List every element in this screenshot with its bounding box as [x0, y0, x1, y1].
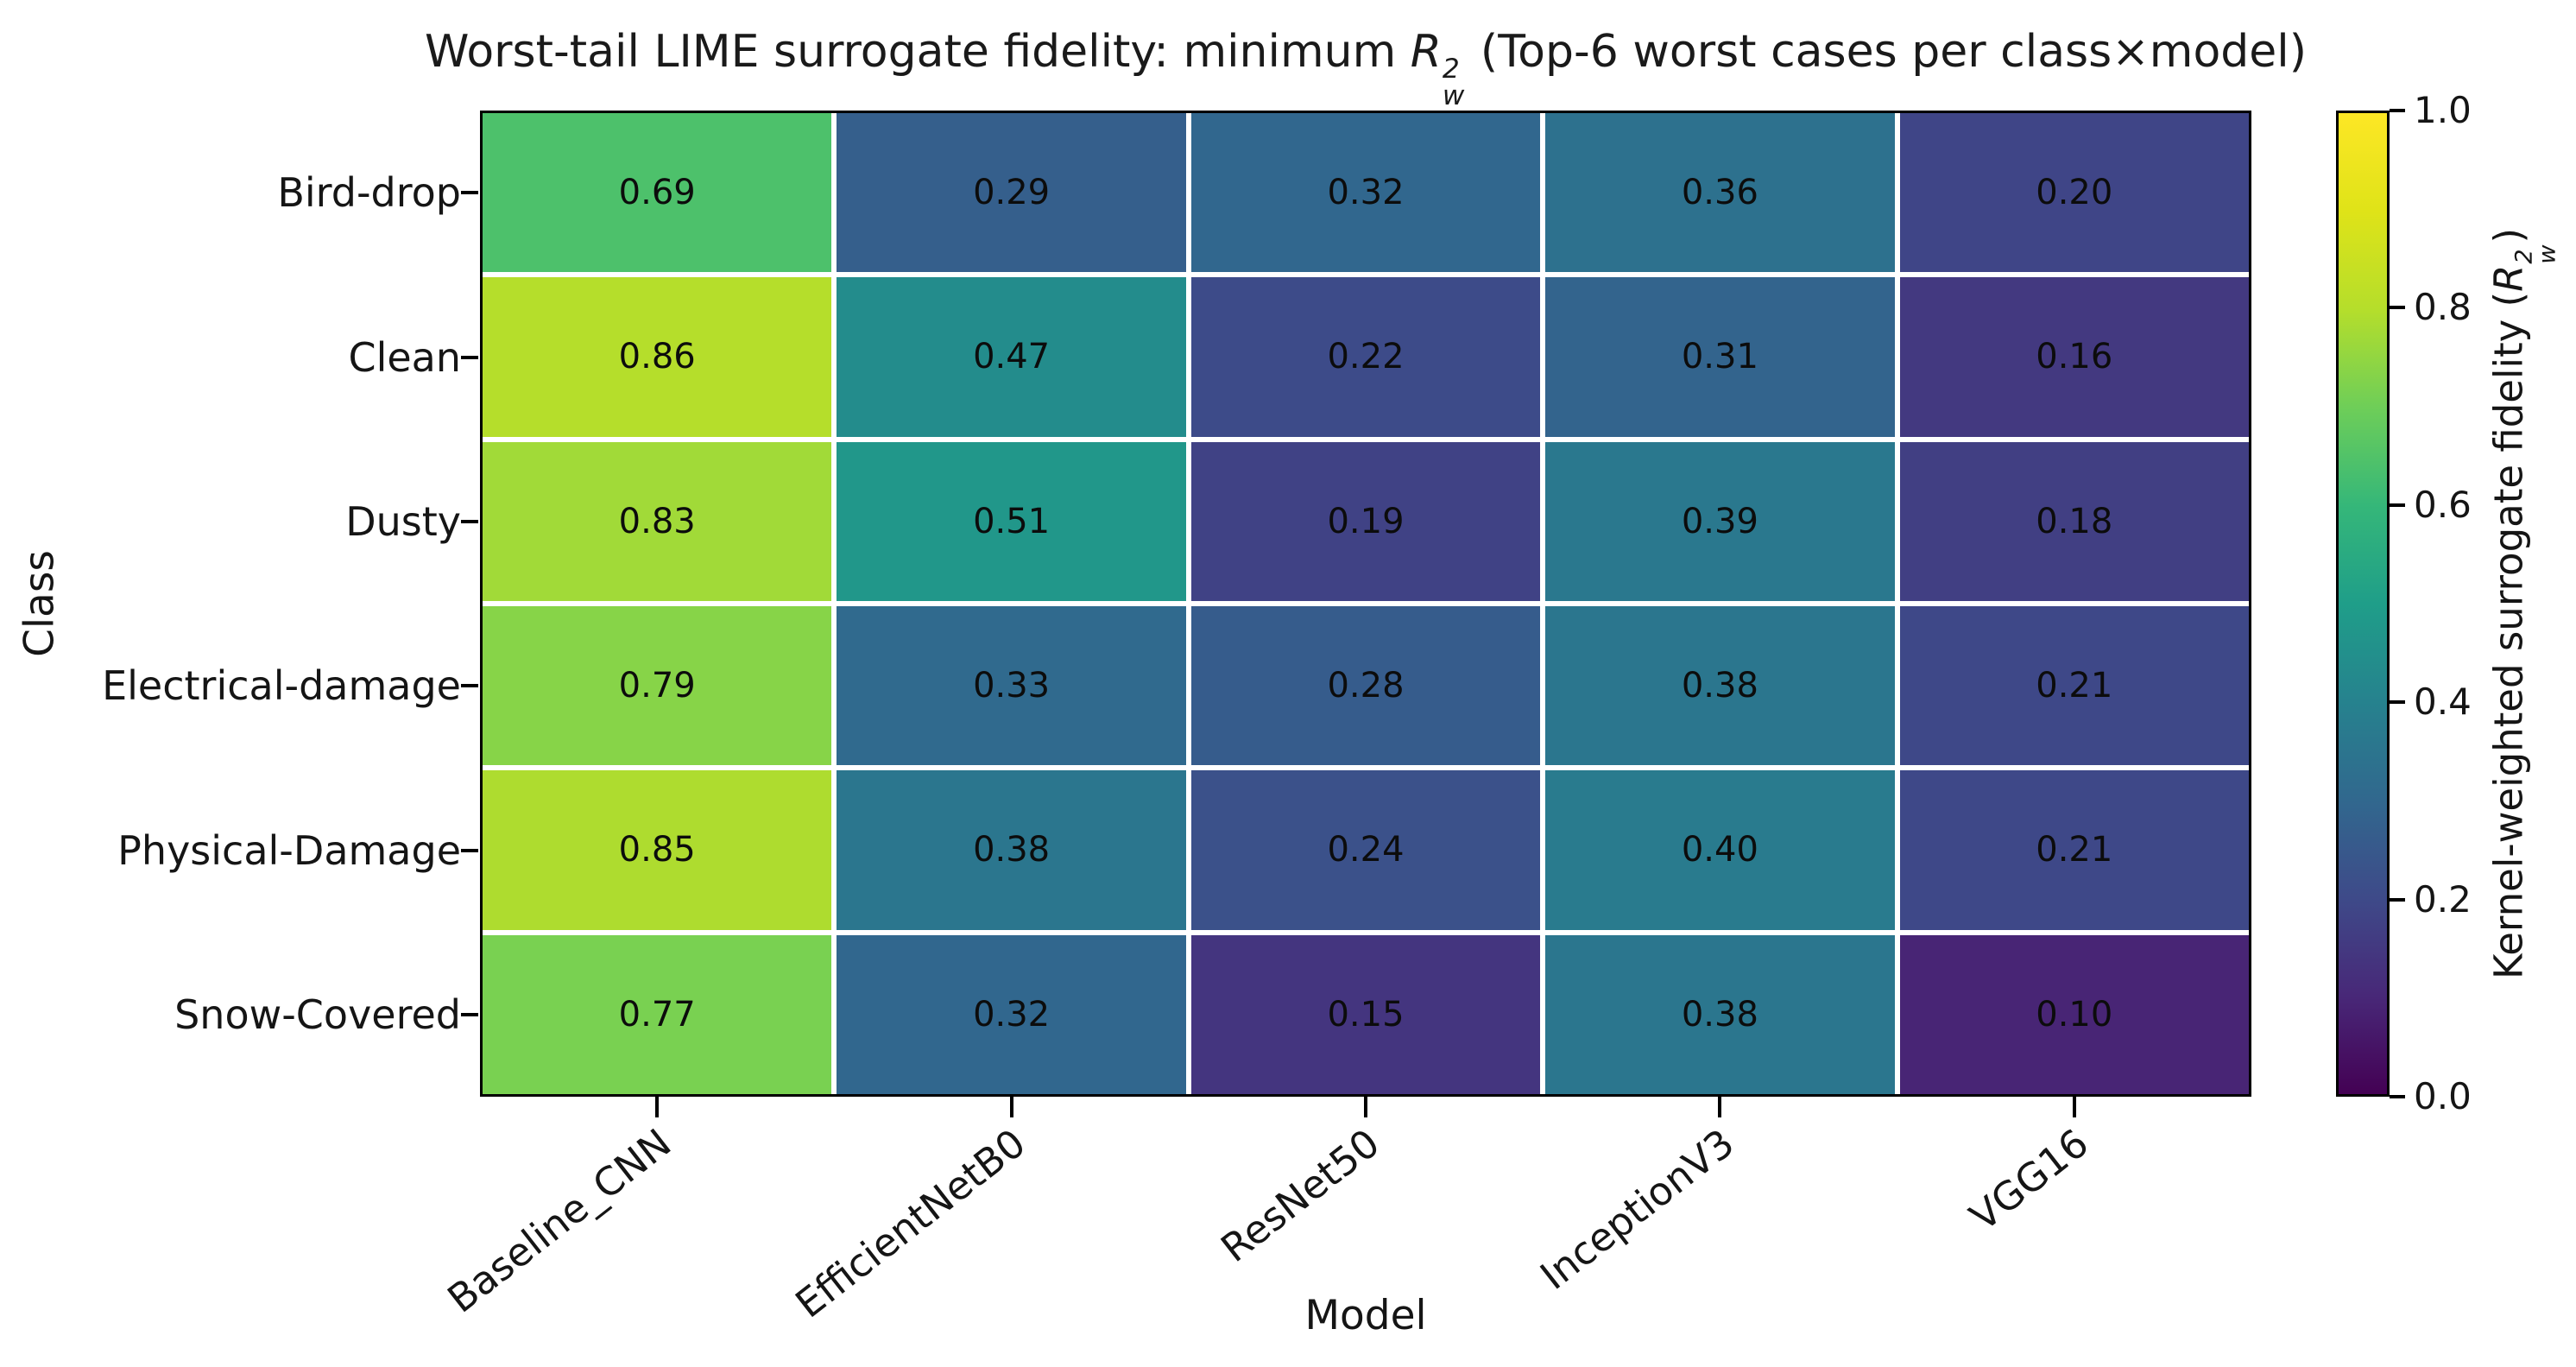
y-tick-mark	[461, 848, 478, 852]
chart-title-suffix: (Top-6 worst cases per class×model)	[1466, 26, 2308, 78]
heatmap-cell: 0.38	[1545, 605, 1895, 766]
y-tick-label: Bird-drop	[277, 169, 461, 217]
heatmap-cell: 0.36	[1545, 113, 1895, 273]
y-tick-label: Dusty	[345, 497, 461, 545]
heatmap-cell: 0.15	[1190, 934, 1541, 1094]
heatmap-cell: 0.38	[837, 770, 1186, 930]
chart-title-math-sub: w	[1442, 80, 1465, 112]
x-tick-mark	[2072, 1097, 2076, 1117]
heatmap-cell: 0.24	[1190, 770, 1541, 930]
heatmap-cell: 0.69	[483, 113, 832, 273]
colorbar-label: Kernel-weighted surrogate fidelity (R 2 w)	[2485, 227, 2561, 980]
colorbar-tick-mark	[2390, 897, 2405, 902]
colorbar-label-math-sup: 2	[2510, 249, 2538, 264]
heatmap-cell: 0.32	[837, 934, 1186, 1094]
y-tick-label: Clean	[348, 333, 461, 381]
x-tick-mark	[1364, 1097, 1367, 1117]
colorbar-tick-label: 0.6	[2414, 483, 2472, 526]
colorbar-tick-mark	[2390, 306, 2405, 310]
colorbar-tick-label: 0.2	[2414, 877, 2472, 921]
colorbar-label-prefix: Kernel-weighted surrogate fidelity (	[2485, 291, 2532, 980]
heatmap-cell: 0.28	[1190, 605, 1541, 766]
colorbar-tick-label: 1.0	[2414, 89, 2472, 131]
x-tick-mark	[1009, 1097, 1013, 1117]
heatmap-cell: 0.33	[837, 605, 1186, 766]
heatmap-cell: 0.18	[1899, 441, 2249, 601]
x-tick-label: ResNet50	[1212, 1119, 1389, 1271]
heatmap-cell: 0.10	[1899, 934, 2249, 1094]
y-axis-label: Class	[16, 550, 64, 657]
heatmap-cell: 0.21	[1899, 605, 2249, 766]
heatmap-cell: 0.38	[1545, 934, 1895, 1094]
colorbar-label-math-base: R	[2485, 264, 2532, 292]
colorbar-tick-mark	[2390, 700, 2405, 705]
heatmap-cell: 0.39	[1545, 441, 1895, 601]
colorbar-tick-mark	[2390, 503, 2405, 507]
chart-title-math-base: R	[1410, 26, 1442, 78]
x-tick-mark	[1718, 1097, 1722, 1117]
heatmap-cell: 0.79	[483, 605, 832, 766]
heatmap-cell: 0.51	[837, 441, 1186, 601]
colorbar-label-suffix: )	[2485, 227, 2532, 244]
y-tick-mark	[461, 684, 478, 688]
x-tick-label: VGG16	[1961, 1119, 2097, 1240]
heatmap-cell: 0.47	[837, 277, 1186, 437]
heatmap-cell: 0.16	[1899, 277, 2249, 437]
colorbar-label-math-sub: w	[2534, 244, 2561, 264]
heatmap-cell: 0.77	[483, 934, 832, 1094]
y-tick-label: Snow-Covered	[174, 990, 461, 1038]
y-tick-mark	[461, 191, 478, 195]
heatmap-cell: 0.85	[483, 770, 832, 930]
heatmap-cell: 0.21	[1899, 770, 2249, 930]
heatmap-cell: 0.83	[483, 441, 832, 601]
y-tick-mark	[461, 1012, 478, 1016]
heatmap-cell: 0.40	[1545, 770, 1895, 930]
heatmap-plot-area: 0.69 0.29 0.32 0.36 0.20 0.86 0.47 0.22 0.31 0.16…	[480, 111, 2251, 1097]
heatmap-cell: 0.86	[483, 277, 832, 437]
x-tick-label: InceptionV3	[1531, 1119, 1743, 1299]
heatmap-cell: 0.29	[837, 113, 1186, 273]
chart-title: Worst-tail LIME surrogate fidelity: mini…	[345, 26, 2386, 111]
colorbar-tick-mark	[2390, 1095, 2405, 1098]
heatmap-cell: 0.19	[1190, 441, 1541, 601]
colorbar-tick-mark	[2390, 109, 2405, 112]
x-axis-label: Model	[1304, 1292, 1427, 1339]
colorbar-tick-label: 0.0	[2414, 1075, 2472, 1117]
colorbar-tick-label: 0.8	[2414, 286, 2472, 329]
y-tick-label: Electrical-damage	[102, 662, 461, 710]
heatmap-cell: 0.31	[1545, 277, 1895, 437]
heatmap-cell: 0.32	[1190, 113, 1541, 273]
chart-title-prefix: Worst-tail LIME surrogate fidelity: mini…	[424, 26, 1411, 78]
y-tick-mark	[461, 355, 478, 359]
chart-title-math-sup: 2	[1442, 54, 1460, 85]
y-tick-mark	[461, 519, 478, 523]
x-tick-mark	[655, 1097, 660, 1117]
colorbar-tick-label: 0.4	[2414, 680, 2472, 724]
colorbar	[2336, 111, 2390, 1097]
y-tick-label: Physical-Damage	[117, 826, 461, 874]
heatmap-cell: 0.22	[1190, 277, 1541, 437]
x-tick-label: Baseline_CNN	[439, 1119, 680, 1322]
heatmap-cell: 0.20	[1899, 113, 2249, 273]
